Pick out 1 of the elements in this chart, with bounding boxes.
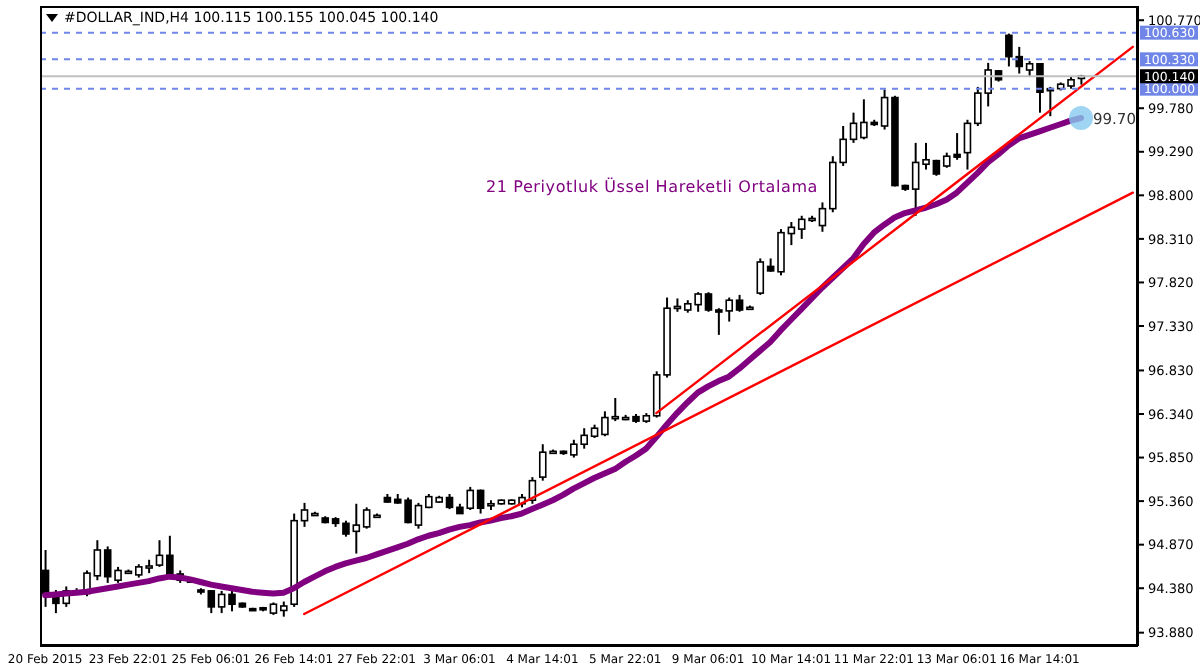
text: 21 Periyotluk Üssel Hareketli Ortalama [486,178,819,196]
